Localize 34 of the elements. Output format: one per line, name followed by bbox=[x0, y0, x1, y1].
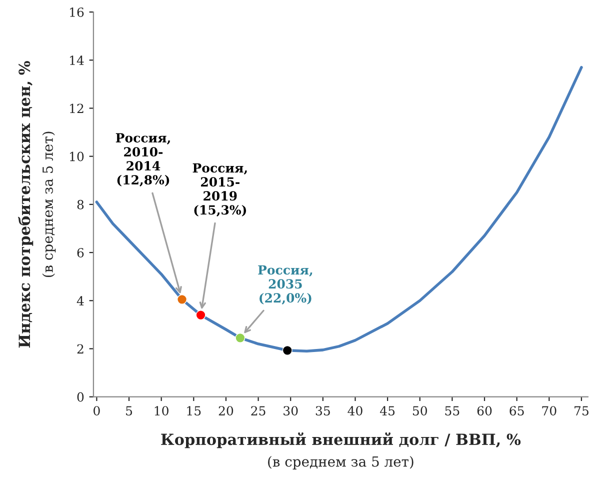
x-tick-label: 35 bbox=[316, 406, 330, 416]
y-tick-label: 12 bbox=[70, 104, 84, 113]
x-tick-label: 50 bbox=[412, 406, 427, 416]
x-tick-label: 45 bbox=[380, 406, 395, 416]
y-tick-label: 6 bbox=[77, 248, 84, 258]
x-tick-label: 25 bbox=[251, 406, 266, 416]
y-tick-label: 2 bbox=[77, 344, 84, 354]
point bbox=[235, 332, 246, 343]
y-tick-label: 14 bbox=[70, 56, 84, 65]
x-tick-label: 65 bbox=[510, 406, 524, 416]
y-tick-label: 0 bbox=[77, 392, 84, 402]
y-tick-label: 8 bbox=[77, 200, 84, 210]
x-tick-label: 70 bbox=[542, 406, 556, 416]
x-tick-label: 40 bbox=[348, 406, 362, 416]
x-tick-label: 55 bbox=[445, 406, 460, 416]
x-tick-label: 20 bbox=[218, 406, 234, 416]
x-tick-label: 15 bbox=[187, 406, 201, 416]
point bbox=[282, 345, 292, 356]
x-tick-label: 60 bbox=[477, 406, 492, 416]
x-tick-label: 0 bbox=[94, 406, 100, 416]
point bbox=[196, 310, 206, 320]
x-tick-label: 5 bbox=[126, 406, 132, 416]
point bbox=[177, 294, 188, 304]
x-tick-label: 75 bbox=[574, 406, 588, 416]
x-tick-label: 10 bbox=[154, 406, 168, 416]
y-tick-label: 10 bbox=[70, 152, 84, 162]
y-tick-label: 16 bbox=[70, 7, 84, 17]
x-axis-title: Корпоративный внешний долг / ВВП, % (в среднем за 5 лет) bbox=[161, 432, 521, 470]
y-axis-title: Индекс потребительских цен, % (в среднем за 5 лет) bbox=[18, 60, 56, 348]
y-tick-label: 4 bbox=[76, 296, 84, 306]
x-tick-label: 30 bbox=[284, 406, 298, 416]
annotation: Россия, 2035 (22,0%) bbox=[258, 265, 312, 304]
annotation: Россия, 2015- 2019 (15,3%) bbox=[192, 163, 247, 217]
annotation: Россия, 2010- 2014 (12,8%) bbox=[116, 133, 170, 186]
